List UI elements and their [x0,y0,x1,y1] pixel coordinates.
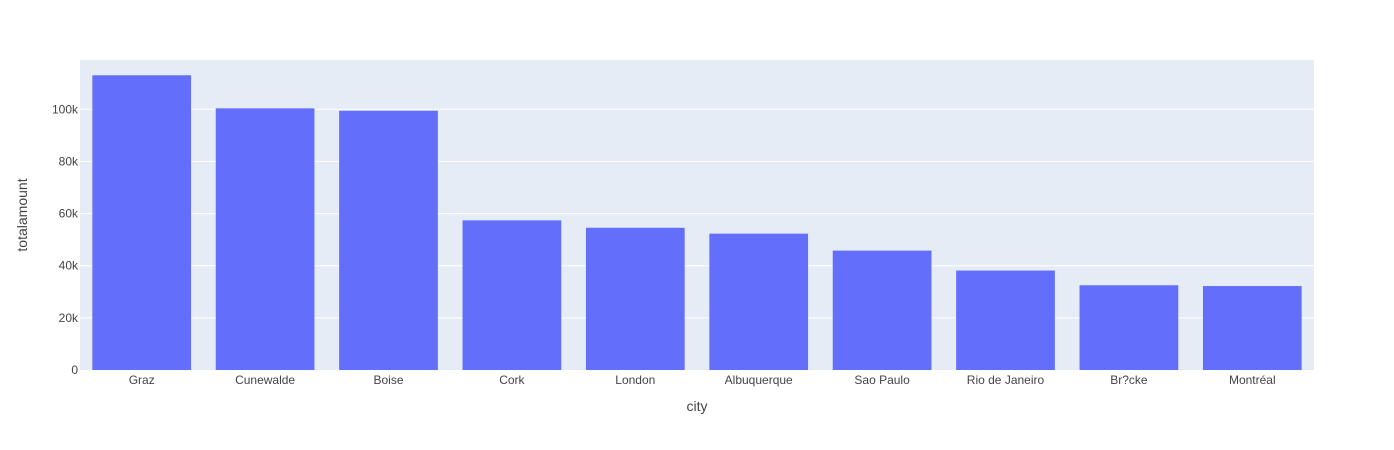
bar-sao-paulo[interactable] [832,250,932,370]
x-tick-label: Cork [499,373,525,387]
x-tick-label: Rio de Janeiro [967,373,1045,387]
bar-cunewalde[interactable] [215,108,315,371]
bar-br-cke[interactable] [1079,285,1179,370]
y-tick-label: 0 [71,363,78,377]
bar-boise[interactable] [339,110,438,370]
bar-london[interactable] [585,227,685,370]
x-tick-label: Cunewalde [235,373,295,387]
bar-cork[interactable] [462,220,562,370]
x-tick-label: Boise [373,373,403,387]
y-tick-label: 40k [59,259,79,273]
y-tick-label: 20k [59,311,79,325]
bar-graz[interactable] [92,75,192,370]
bars [92,75,1302,371]
y-tick-label: 100k [52,102,79,116]
x-tick-label: London [615,373,655,387]
bar-rio-de-janeiro[interactable] [956,270,1055,370]
y-axis-ticks: 0 20k 40k 60k 80k 100k [52,102,79,377]
bar-montr-al[interactable] [1202,286,1302,370]
x-axis-ticks: Graz Cunewalde Boise Cork London Albuquerque S… [129,373,1276,387]
x-tick-label: Montréal [1229,373,1276,387]
x-axis-title: city [687,398,708,414]
x-tick-label: Graz [129,373,155,387]
y-axis-title: totalamount [14,178,30,251]
y-tick-label: 80k [59,154,79,168]
y-tick-label: 60k [59,207,79,221]
x-tick-label: Br?cke [1110,373,1148,387]
x-tick-label: Albuquerque [725,373,793,387]
x-tick-label: Sao Paulo [854,373,910,387]
bar-albuquerque[interactable] [709,233,809,370]
